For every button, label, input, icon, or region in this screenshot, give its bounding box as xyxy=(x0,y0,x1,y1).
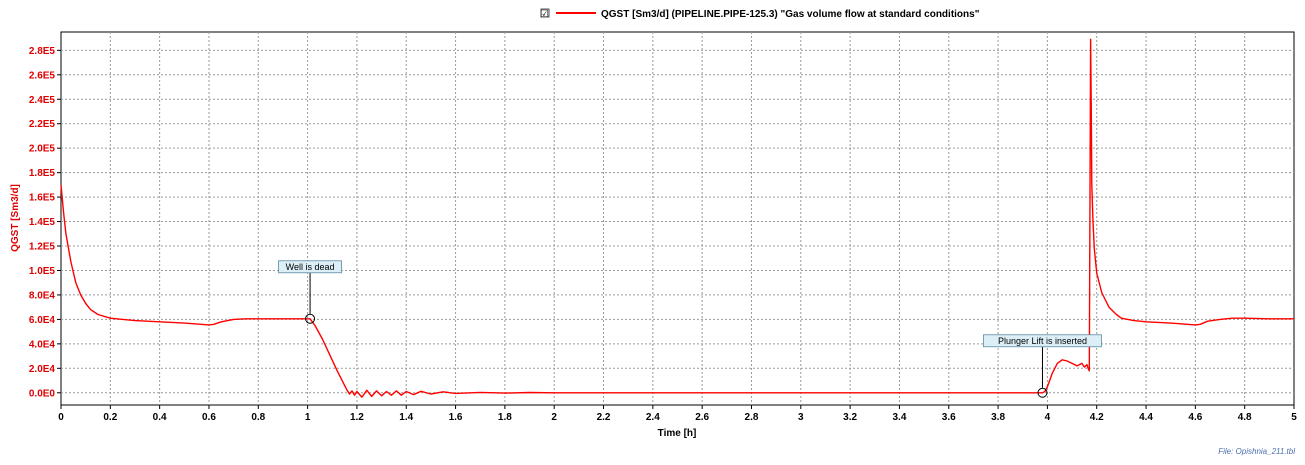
series-group xyxy=(60,38,1294,398)
x-tick-label: 4.4 xyxy=(1139,412,1153,423)
x-tick-label: 2.8 xyxy=(745,412,759,423)
x-tick-label: 4 xyxy=(1045,412,1051,423)
x-tick-label: 4.8 xyxy=(1238,412,1252,423)
x-tick-label: 3.2 xyxy=(843,412,857,423)
y-tick-label: 4.0E4 xyxy=(29,339,56,350)
x-tick-label: 4.6 xyxy=(1188,412,1202,423)
y-tick-label: 1.6E5 xyxy=(29,193,56,204)
y-tick-label: 2.0E4 xyxy=(29,364,56,375)
x-tick-label: 2.2 xyxy=(597,412,611,423)
y-tick-label: 2.4E5 xyxy=(29,95,56,106)
x-tick-label: 3.8 xyxy=(991,412,1005,423)
y-tick-label: 1.2E5 xyxy=(29,242,56,253)
x-tick-label: 2.6 xyxy=(695,412,709,423)
x-tick-label: 4.2 xyxy=(1090,412,1104,423)
y-tick-label: 2.6E5 xyxy=(29,70,56,81)
y-tick-label: 1.8E5 xyxy=(29,168,56,179)
callout: Well is dead xyxy=(278,260,342,324)
y-tick-label: 1.0E5 xyxy=(29,266,56,277)
grid-lines xyxy=(61,32,1294,405)
x-tick-label: 1.2 xyxy=(350,412,364,423)
x-tick-label: 2 xyxy=(551,412,557,423)
y-tick-label: 0.0E0 xyxy=(29,388,56,399)
x-tick-label: 2.4 xyxy=(646,412,660,423)
x-tick-label: 1.6 xyxy=(449,412,463,423)
x-tick-label: 0.8 xyxy=(251,412,265,423)
y-axis-title: QGST [Sm3/d] xyxy=(10,184,21,252)
x-tick-label: 5 xyxy=(1291,412,1297,423)
y-tick-label: 2.0E5 xyxy=(29,144,56,155)
x-tick-label: 0 xyxy=(58,412,64,423)
x-tick-label: 1.4 xyxy=(399,412,413,423)
legend-checkbox-glyph: ☑ xyxy=(540,9,549,20)
y-tick-label: 2.2E5 xyxy=(29,119,56,130)
x-tick-label: 0.6 xyxy=(202,412,216,423)
callout-box xyxy=(278,260,342,274)
callout-label: Plunger Lift is inserted xyxy=(998,336,1087,346)
y-tick-label: 6.0E4 xyxy=(29,315,56,326)
series-line xyxy=(60,38,1294,398)
annotations: Well is dead Plunger Lift is inserted xyxy=(278,260,1102,398)
legend-label: QGST [Sm3/d] (PIPELINE.PIPE-125.3) "Gas … xyxy=(601,9,980,20)
x-tick-labels: 0 0.2 0.4 0.6 0.8 1 1.2 1.4 1.6 1.8 2 2.2 2.4 2.6 2.8 3… xyxy=(58,412,1297,423)
axis-ticks xyxy=(57,49,1295,409)
x-tick-label: 0.2 xyxy=(103,412,117,423)
callout-marker xyxy=(1037,387,1048,398)
y-tick-label: 1.4E5 xyxy=(29,217,56,228)
x-axis-title: Time [h] xyxy=(658,428,697,439)
callout-box xyxy=(983,334,1102,348)
x-tick-label: 0.4 xyxy=(153,412,167,423)
x-tick-label: 1.8 xyxy=(498,412,512,423)
callout: Plunger Lift is inserted xyxy=(983,334,1102,398)
callout-label: Well is dead xyxy=(286,262,335,272)
x-tick-label: 3.6 xyxy=(942,412,956,423)
y-tick-label: 2.8E5 xyxy=(29,46,56,57)
file-label: File: Opishnia_211.tbl xyxy=(1218,447,1295,456)
x-tick-label: 3.4 xyxy=(892,412,906,423)
y-tick-labels: 0.0E0 2.0E4 4.0E4 6.0E4 8.0E4 1.0E5 1.2E5 1.4E5… xyxy=(29,46,56,399)
callout-marker xyxy=(305,313,316,324)
y-tick-label: 8.0E4 xyxy=(29,290,56,301)
legend-checkbox[interactable] xyxy=(540,8,550,18)
x-tick-label: 1 xyxy=(305,412,311,423)
plot-area xyxy=(60,31,1295,406)
x-tick-label: 3 xyxy=(798,412,804,423)
legend[interactable]: ☑ QGST [Sm3/d] (PIPELINE.PIPE-125.3) "Ga… xyxy=(540,8,980,20)
